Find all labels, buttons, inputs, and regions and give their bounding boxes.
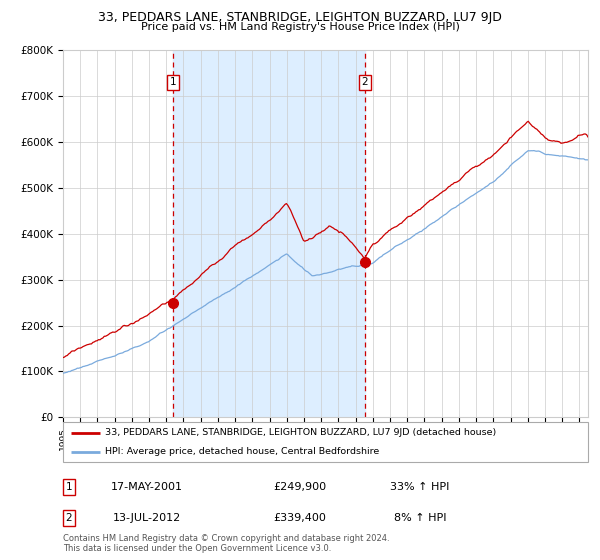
Text: 33, PEDDARS LANE, STANBRIDGE, LEIGHTON BUZZARD, LU7 9JD: 33, PEDDARS LANE, STANBRIDGE, LEIGHTON B… [98,11,502,24]
Text: Price paid vs. HM Land Registry's House Price Index (HPI): Price paid vs. HM Land Registry's House … [140,22,460,32]
FancyBboxPatch shape [63,422,588,462]
Text: 33% ↑ HPI: 33% ↑ HPI [391,482,449,492]
Text: £249,900: £249,900 [274,482,326,492]
Text: 2: 2 [362,77,368,87]
Text: This data is licensed under the Open Government Licence v3.0.: This data is licensed under the Open Gov… [63,544,331,553]
Bar [173,50,365,417]
Text: HPI: Average price, detached house, Central Bedfordshire: HPI: Average price, detached house, Cent… [105,447,379,456]
Text: 8% ↑ HPI: 8% ↑ HPI [394,513,446,523]
Text: 1: 1 [170,77,176,87]
Text: Contains HM Land Registry data © Crown copyright and database right 2024.: Contains HM Land Registry data © Crown c… [63,534,389,543]
Text: 17-MAY-2001: 17-MAY-2001 [111,482,183,492]
Text: 1: 1 [65,482,73,492]
Text: 2: 2 [65,513,73,523]
Text: £339,400: £339,400 [274,513,326,523]
Text: 13-JUL-2012: 13-JUL-2012 [113,513,181,523]
Text: 33, PEDDARS LANE, STANBRIDGE, LEIGHTON BUZZARD, LU7 9JD (detached house): 33, PEDDARS LANE, STANBRIDGE, LEIGHTON B… [105,428,496,437]
